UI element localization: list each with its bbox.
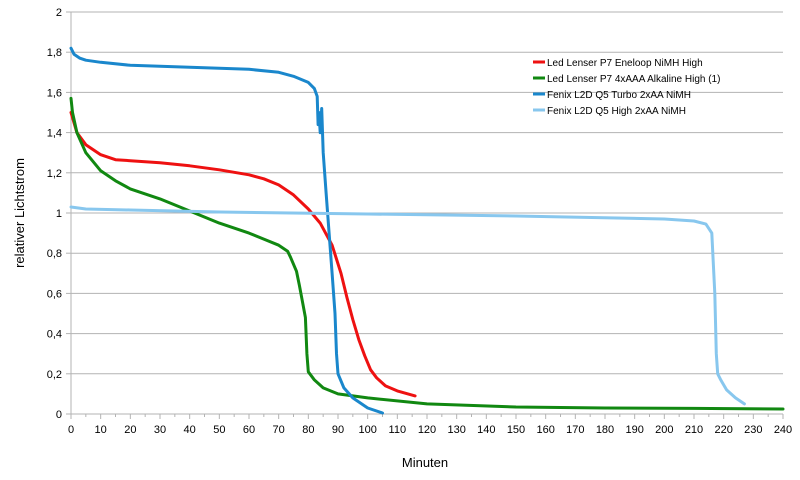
axes: 00,20,40,60,811,21,41,61,820 10 20 30 40 50 60… <box>47 7 792 436</box>
x-tick-label: 90 <box>332 424 344 436</box>
x-tick-label: 160 <box>536 424 554 436</box>
y-tick-label: 1 <box>56 208 62 220</box>
x-tick-label: 230 <box>744 424 762 436</box>
data-series <box>69 46 785 415</box>
x-tick-label: 40 <box>184 424 196 436</box>
x-tick-label: 60 <box>243 424 255 436</box>
x-tick-label: 100 <box>358 424 376 436</box>
legend-label-4: Fenix L2D Q5 High 2xAA NiMH <box>547 106 686 117</box>
y-axis-title: relativer Lichtstrom <box>12 158 27 268</box>
y-tick-label: 0,8 <box>47 248 62 260</box>
x-tick-label: 180 <box>596 424 614 436</box>
x-tick-label: 130 <box>447 424 465 436</box>
legend-label-1: Led Lenser P7 Eneloop NiMH High <box>547 58 703 69</box>
y-tick-label: 0,2 <box>47 369 62 381</box>
x-tick-label: 190 <box>625 424 643 436</box>
series-line-3 <box>69 46 384 415</box>
series-line-4 <box>69 205 746 406</box>
y-tick-label: 0,4 <box>47 329 62 341</box>
legend: Led Lenser P7 Eneloop NiMH High Led Lense… <box>533 58 720 117</box>
x-tick-label: 70 <box>273 424 285 436</box>
y-tick-label: 0,6 <box>47 288 62 300</box>
y-tick-label: 1,6 <box>47 87 62 99</box>
x-tick-label: 200 <box>655 424 673 436</box>
y-tick-label: 1,4 <box>47 128 62 140</box>
x-tick-label: 140 <box>477 424 495 436</box>
x-tick-label: 30 <box>154 424 166 436</box>
legend-label-2: Led Lenser P7 4xAAA Alkaline High (1) <box>547 74 720 85</box>
x-tick-label: 80 <box>302 424 314 436</box>
x-tick-label: 10 <box>95 424 107 436</box>
x-tick-label: 20 <box>124 424 136 436</box>
x-tick-label: 0 <box>68 424 74 436</box>
x-tick-label: 110 <box>389 424 407 436</box>
x-tick-label: 240 <box>774 424 792 436</box>
y-tick-label: 0 <box>56 409 62 421</box>
x-tick-label: 220 <box>714 424 732 436</box>
x-tick-label: 170 <box>566 424 584 436</box>
grid-lines <box>71 11 783 375</box>
y-tick-label: 1,8 <box>47 47 62 59</box>
x-tick-label: 120 <box>418 424 436 436</box>
y-tick-label: 2 <box>56 7 62 19</box>
x-axis-title: Minuten <box>402 455 448 470</box>
x-tick-label: 50 <box>213 424 225 436</box>
y-tick-label: 1,2 <box>47 168 62 180</box>
x-tick-label: 150 <box>507 424 525 436</box>
legend-label-3: Fenix L2D Q5 Turbo 2xAA NiMH <box>547 90 691 101</box>
series-line-2 <box>69 96 785 411</box>
x-tick-label: 210 <box>685 424 703 436</box>
series-line-1 <box>69 111 417 398</box>
